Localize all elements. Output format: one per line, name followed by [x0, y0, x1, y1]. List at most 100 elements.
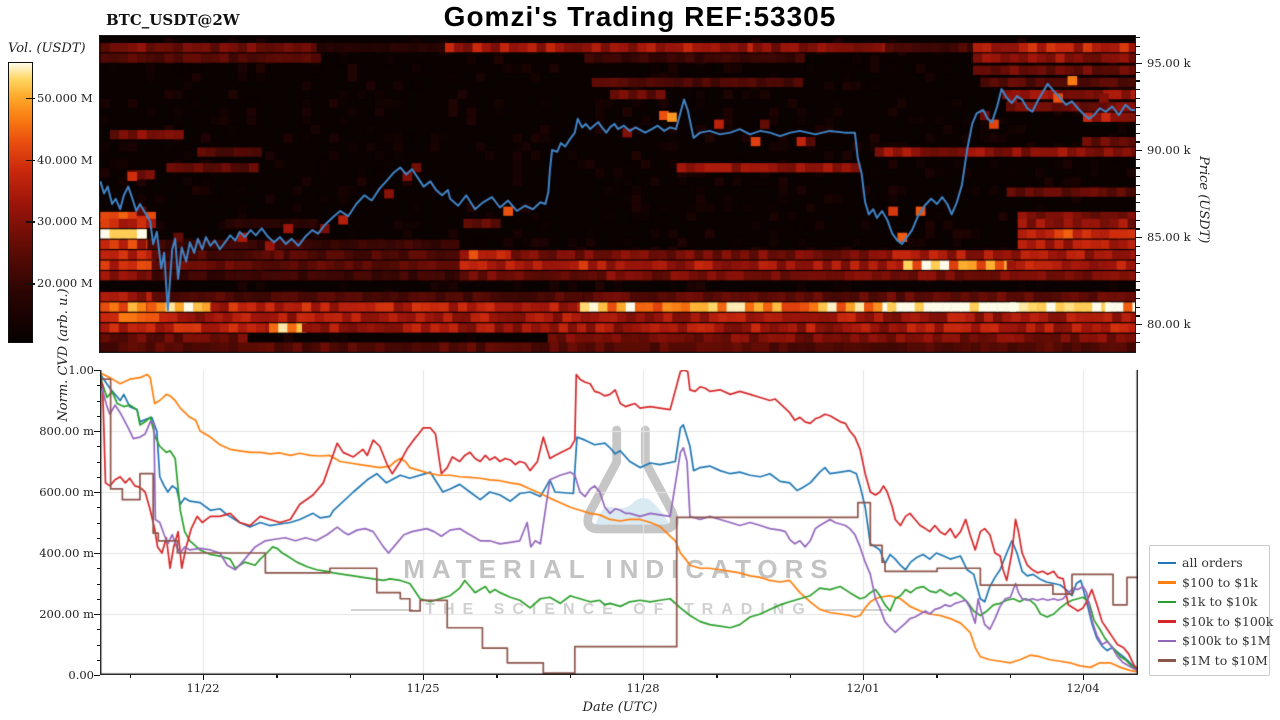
tick-mark	[96, 568, 100, 570]
tick-label: 40.000 M	[37, 152, 93, 167]
tick-mark	[1136, 115, 1140, 117]
tick-mark	[1136, 62, 1142, 65]
tick-mark	[1009, 675, 1011, 678]
tick-mark	[96, 400, 100, 402]
tick-mark	[1136, 298, 1140, 300]
legend-item: $1k to $10k	[1158, 592, 1261, 612]
tick-mark	[1136, 237, 1142, 239]
tick-label: 0.00	[68, 667, 94, 682]
tick-mark	[96, 476, 100, 478]
cvd-line-chart	[100, 370, 1138, 675]
tick-mark	[96, 537, 100, 539]
cvd-panel	[100, 370, 1138, 675]
price-heatmap-chart	[99, 35, 1136, 353]
legend-item: $100k to $1M	[1158, 631, 1271, 651]
tick-mark	[96, 461, 100, 463]
tick-mark	[1136, 36, 1140, 39]
tick-mark	[1136, 245, 1140, 247]
legend-swatch	[1158, 600, 1176, 603]
tick-mark	[96, 446, 100, 448]
tick-mark	[96, 629, 100, 631]
tick-mark	[1136, 141, 1140, 143]
date-axis-title: Date (UTC)	[582, 700, 658, 715]
tick-label: 800.00 m	[39, 423, 94, 438]
tick-mark	[1136, 167, 1140, 169]
legend-swatch	[1158, 639, 1176, 642]
tick-mark	[1136, 228, 1140, 230]
tick-mark	[94, 614, 100, 616]
volume-colorbar	[8, 62, 33, 343]
tick-mark	[96, 522, 100, 524]
legend-label: $1M to $10M	[1182, 652, 1268, 668]
tick-mark	[1136, 132, 1140, 134]
tick-label: 95.00 k	[1147, 55, 1191, 70]
legend-label: $100 to $1k	[1182, 574, 1258, 590]
tick-mark	[1136, 97, 1140, 99]
tick-mark	[1136, 315, 1140, 317]
tick-mark	[26, 283, 35, 285]
tick-label: 400.00 m	[39, 545, 94, 560]
tick-mark	[96, 507, 100, 509]
tick-mark	[96, 598, 100, 600]
tick-mark	[96, 583, 100, 585]
tick-label: 12/04	[1066, 681, 1100, 695]
tick-mark	[1136, 289, 1140, 291]
tick-label: 11/22	[186, 681, 220, 695]
tick-mark	[1136, 306, 1140, 308]
tick-mark	[423, 675, 425, 680]
tick-mark	[569, 675, 571, 678]
tick-mark	[1136, 280, 1140, 282]
tick-mark	[1136, 176, 1140, 178]
legend-label: $100k to $1M	[1182, 633, 1271, 649]
tick-label: 200.00 m	[39, 606, 94, 621]
price-axis-title: Price (USDT)	[1196, 156, 1211, 244]
tick-label: 11/25	[406, 681, 440, 695]
tick-label: 1.00	[68, 362, 94, 377]
tick-mark	[1136, 202, 1140, 204]
tick-mark	[94, 492, 100, 494]
legend-item: all orders	[1158, 553, 1261, 573]
tick-mark	[789, 675, 791, 678]
page-title: Gomzi's Trading REF:53305	[443, 1, 837, 32]
symbol-label: BTC_USDT@2W	[106, 11, 240, 29]
tick-label: 80.00 k	[1147, 317, 1191, 332]
tick-mark	[1136, 341, 1140, 343]
legend-item: $100 to $1k	[1158, 573, 1261, 593]
tick-mark	[1136, 210, 1140, 213]
tick-mark	[96, 644, 100, 646]
tick-mark	[1136, 158, 1140, 160]
tick-mark	[1136, 193, 1140, 195]
tick-mark	[1136, 324, 1142, 326]
tick-label: 85.00 k	[1147, 230, 1191, 245]
legend-label: all orders	[1182, 555, 1243, 571]
tick-mark	[94, 553, 100, 555]
tick-mark	[1083, 675, 1085, 680]
tick-mark	[94, 431, 100, 433]
tick-mark	[1136, 71, 1140, 73]
tick-mark	[496, 675, 498, 678]
legend-swatch	[1158, 659, 1176, 662]
tick-mark	[1136, 271, 1140, 274]
tick-label: 11/28	[626, 681, 660, 695]
legend-label: $1k to $10k	[1182, 594, 1258, 610]
tick-mark	[1136, 123, 1140, 126]
tick-label: 600.00 m	[39, 484, 94, 499]
tick-mark	[1136, 106, 1140, 108]
tick-mark	[129, 675, 131, 678]
tick-mark	[936, 675, 938, 678]
legend-label: $10k to $100k	[1182, 613, 1274, 629]
colorbar-title: Vol. (USDT)	[8, 41, 86, 56]
legend: all orders $100 to $1k $1k to $10k $10k to …	[1149, 545, 1274, 676]
tick-mark	[96, 415, 100, 417]
tick-mark	[1136, 80, 1140, 82]
tick-mark	[26, 97, 35, 100]
legend-swatch	[1158, 581, 1176, 584]
tick-label: 50.000 M	[37, 90, 93, 105]
tick-mark	[1136, 254, 1140, 256]
cvd-axis-title: Norm. CVD (arb. u.)	[56, 288, 71, 422]
tick-mark	[276, 675, 278, 678]
tick-mark	[96, 385, 100, 387]
tick-label: 12/01	[846, 681, 880, 695]
tick-mark	[716, 675, 718, 678]
